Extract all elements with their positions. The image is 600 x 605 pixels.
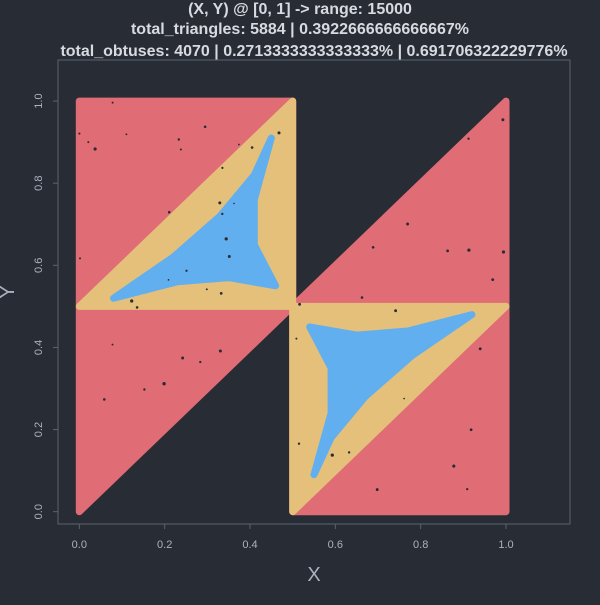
- sample-gap: [501, 118, 505, 122]
- sample-gap: [185, 269, 188, 272]
- sample-gap: [167, 279, 170, 281]
- sample-gap: [467, 137, 470, 140]
- sample-gap: [125, 133, 128, 136]
- blue-region-2: [306, 311, 476, 479]
- x-tick-label: 0.4: [242, 539, 257, 551]
- sample-gap: [375, 488, 379, 492]
- sample-gap: [205, 288, 208, 291]
- sample-gap: [78, 257, 82, 260]
- sample-gap: [277, 131, 281, 135]
- sample-gap: [203, 125, 207, 129]
- y-tick-label: 0.2: [33, 422, 45, 437]
- sample-gap: [167, 210, 171, 214]
- sample-gap: [78, 132, 81, 135]
- blue-region-1: [110, 134, 280, 302]
- sample-gap: [218, 349, 222, 353]
- sample-gap: [250, 146, 254, 149]
- y-tick-label: 1.0: [33, 93, 45, 108]
- sample-gap: [406, 222, 410, 226]
- sample-gap: [224, 237, 228, 241]
- sample-gap: [87, 141, 90, 144]
- sample-gap: [199, 360, 202, 364]
- sample-gap: [360, 296, 364, 299]
- plot-area: [75, 97, 510, 516]
- sample-gap: [177, 138, 181, 141]
- sample-gap: [233, 202, 235, 205]
- sample-gap: [403, 397, 405, 400]
- x-tick-label: 1.0: [498, 539, 513, 551]
- y-tick-label: 0.6: [33, 258, 45, 273]
- sample-gap: [347, 451, 351, 454]
- sample-gap: [135, 306, 139, 309]
- sample-gap: [298, 302, 302, 306]
- sample-gap: [295, 337, 298, 340]
- y-tick-label: 0.4: [33, 340, 45, 355]
- chart-title-line-2: total_triangles: 5884 | 0.39226666666666…: [131, 21, 469, 38]
- sample-gap: [179, 148, 182, 151]
- y-tick-label: 0.0: [33, 504, 45, 519]
- chart-title-line-3: total_obtuses: 4070 | 0.2713333333333333…: [60, 43, 567, 60]
- sample-gap: [501, 250, 506, 254]
- sample-gap: [297, 442, 301, 445]
- sample-gap: [237, 143, 240, 146]
- sample-gap: [491, 278, 495, 282]
- sample-gap: [478, 347, 482, 351]
- sample-gap: [466, 487, 469, 491]
- sample-gap: [111, 343, 114, 346]
- sample-gap: [130, 299, 134, 303]
- plot-frame: [57, 59, 571, 525]
- x-axis-label: X: [307, 564, 320, 586]
- sample-gap: [469, 428, 473, 432]
- x-tick-label: 0.6: [328, 539, 343, 551]
- sample-gap: [162, 382, 166, 386]
- sample-gap: [181, 356, 185, 360]
- axes: 0.0 0.2 0.4 0.6 0.8 1.0 0.0 0.2 0.4 0.6 0.8 1.0: [33, 93, 514, 551]
- x-tick-label: 0.0: [72, 539, 87, 551]
- sample-gap: [227, 255, 231, 258]
- sample-gap: [371, 245, 375, 249]
- sample-gap: [93, 147, 97, 151]
- sample-gap: [221, 212, 224, 216]
- sample-gap: [452, 464, 456, 468]
- sample-gap: [218, 201, 222, 205]
- chart-title-line-1: (X, Y) @ [0, 1] -> range: 15000: [188, 1, 412, 18]
- sample-gap: [446, 249, 449, 253]
- sample-gap: [330, 453, 334, 457]
- y-axis-label: Y: [0, 285, 19, 298]
- x-tick-label: 0.8: [413, 539, 428, 551]
- y-tick-label: 0.8: [33, 176, 45, 191]
- sample-gap: [111, 101, 114, 104]
- sample-gap: [103, 398, 106, 401]
- sample-gap: [221, 166, 224, 169]
- sample-gap: [394, 309, 398, 313]
- sample-gap: [467, 248, 471, 252]
- sample-gap: [143, 388, 146, 391]
- x-tick-label: 0.2: [157, 539, 172, 551]
- sample-gap: [219, 292, 223, 295]
